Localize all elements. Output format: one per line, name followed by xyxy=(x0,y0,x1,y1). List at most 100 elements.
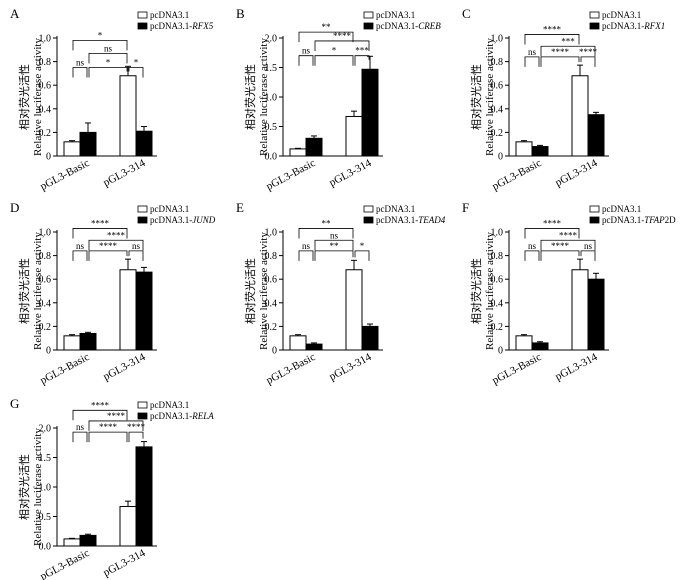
legend-entry-prefix: pcDNA3.1 xyxy=(150,10,189,20)
legend-gene-name: TFAP xyxy=(644,215,665,225)
y-axis-title-cn: 相对荧光活性 xyxy=(469,64,483,130)
legend-gene-name: RFX5 xyxy=(191,21,213,31)
significance-label: **** xyxy=(107,230,126,240)
y-axis-title-en: Relative luciferase activity xyxy=(32,428,44,546)
panel-label: A xyxy=(10,6,20,21)
y-tick-label: 0.5 xyxy=(39,512,52,523)
panel-label: G xyxy=(10,396,19,411)
legend-entry: pcDNA3.1-RFX1 xyxy=(602,21,665,31)
x-tick-label: pGL3-314 xyxy=(101,351,148,383)
significance-bracket xyxy=(88,52,128,64)
significance-bracket xyxy=(524,250,540,261)
bar xyxy=(571,269,589,351)
significance-bracket xyxy=(72,67,88,78)
significance-bracket xyxy=(128,67,144,78)
bar xyxy=(531,146,549,157)
significance-bracket xyxy=(88,239,144,251)
panel-label: F xyxy=(462,200,469,215)
y-tick-label: 0.2 xyxy=(491,322,504,333)
significance-bracket xyxy=(298,55,314,66)
significance-bracket xyxy=(72,228,128,239)
legend-entry-prefix: pcDNA3.1 xyxy=(376,204,415,214)
y-tick-label: 0.6 xyxy=(39,81,52,92)
significance-label: * xyxy=(360,241,365,251)
significance-label: *** xyxy=(355,46,369,56)
bar xyxy=(135,271,153,351)
y-tick-label: 0.6 xyxy=(491,81,504,92)
significance-label: **** xyxy=(579,47,598,57)
significance-label: **** xyxy=(543,218,562,228)
significance-label: ns xyxy=(584,241,593,251)
significance-bracket xyxy=(88,250,128,261)
panel-label: E xyxy=(236,200,244,215)
bar xyxy=(361,325,379,351)
legend-entry-prefix: pcDNA3.1 xyxy=(602,204,641,214)
legend-entry: pcDNA3.1 xyxy=(376,10,415,20)
panel-label: B xyxy=(236,6,245,21)
y-axis-title-cn: 相对荧光活性 xyxy=(243,64,257,130)
significance-bracket xyxy=(580,56,596,67)
bar xyxy=(305,343,323,351)
y-axis-title-cn: 相对荧光活性 xyxy=(17,258,31,324)
y-tick-label: 0.2 xyxy=(39,322,52,333)
legend-entry-prefix: pcDNA3.1 xyxy=(376,10,415,20)
legend-swatch xyxy=(589,11,600,19)
legend-gene-suffix: 2D xyxy=(665,215,677,225)
legend-entry: pcDNA3.1-TFAP2D xyxy=(602,215,676,225)
significance-label: **** xyxy=(99,422,118,432)
bar xyxy=(63,335,81,351)
legend-entry: pcDNA3.1 xyxy=(150,10,189,20)
bar xyxy=(119,75,137,157)
bar xyxy=(361,68,379,157)
bar xyxy=(515,335,533,351)
y-tick-label: 0.8 xyxy=(39,57,52,68)
legend-swatch xyxy=(363,205,374,213)
legend-entry-prefix: pcDNA3.1- xyxy=(376,21,418,31)
significance-label: **** xyxy=(551,241,570,251)
x-tick-label: pGL3-314 xyxy=(101,547,148,579)
x-tick-label: pGL3-314 xyxy=(327,157,374,189)
y-axis-title-en: Relative luciferase activity xyxy=(32,38,44,156)
x-tick-label: pGL3-314 xyxy=(553,351,600,383)
y-tick-label: 0.6 xyxy=(39,275,52,286)
y-tick-label: 1.0 xyxy=(39,483,52,494)
legend-entry-prefix: pcDNA3.1 xyxy=(602,10,641,20)
bar xyxy=(63,141,81,157)
y-tick-label: 2.0 xyxy=(39,424,52,435)
y-tick-label: 0.4 xyxy=(39,298,52,309)
panel-label: D xyxy=(10,200,19,215)
legend-swatch xyxy=(589,22,600,30)
significance-label: * xyxy=(106,58,111,68)
y-tick-label: 0.8 xyxy=(39,251,52,262)
y-tick-label: 0.4 xyxy=(39,104,52,115)
significance-label: *** xyxy=(561,36,575,46)
x-tick-label: pGL3-314 xyxy=(101,157,148,189)
legend-entry: pcDNA3.1 xyxy=(602,10,641,20)
significance-label: ns xyxy=(104,43,113,53)
y-tick-label: 0.6 xyxy=(265,275,278,286)
legend-entry-prefix: pcDNA3.1- xyxy=(150,21,192,31)
bar xyxy=(79,332,97,351)
significance-label: **** xyxy=(551,47,570,57)
y-tick-label: 0 xyxy=(498,346,503,357)
legend-entry-prefix: pcDNA3.1 xyxy=(150,400,189,410)
significance-label: ns xyxy=(132,241,141,251)
legend-entry-prefix: pcDNA3.1- xyxy=(602,215,644,225)
significance-label: * xyxy=(98,30,103,40)
significance-label: **** xyxy=(127,422,146,432)
significance-bracket xyxy=(540,45,596,57)
significance-bracket xyxy=(72,250,88,261)
significance-label: ns xyxy=(76,422,85,432)
y-tick-label: 0 xyxy=(46,346,51,357)
legend-swatch xyxy=(363,11,374,19)
y-tick-label: 2.0 xyxy=(265,34,278,45)
bar xyxy=(305,137,323,157)
legend-entry: pcDNA3.1-CREB xyxy=(376,21,441,31)
y-axis-title-en: Relative luciferase activity xyxy=(32,232,44,350)
significance-bracket xyxy=(540,250,580,261)
significance-label: ns xyxy=(302,241,311,251)
significance-bracket xyxy=(580,250,596,261)
